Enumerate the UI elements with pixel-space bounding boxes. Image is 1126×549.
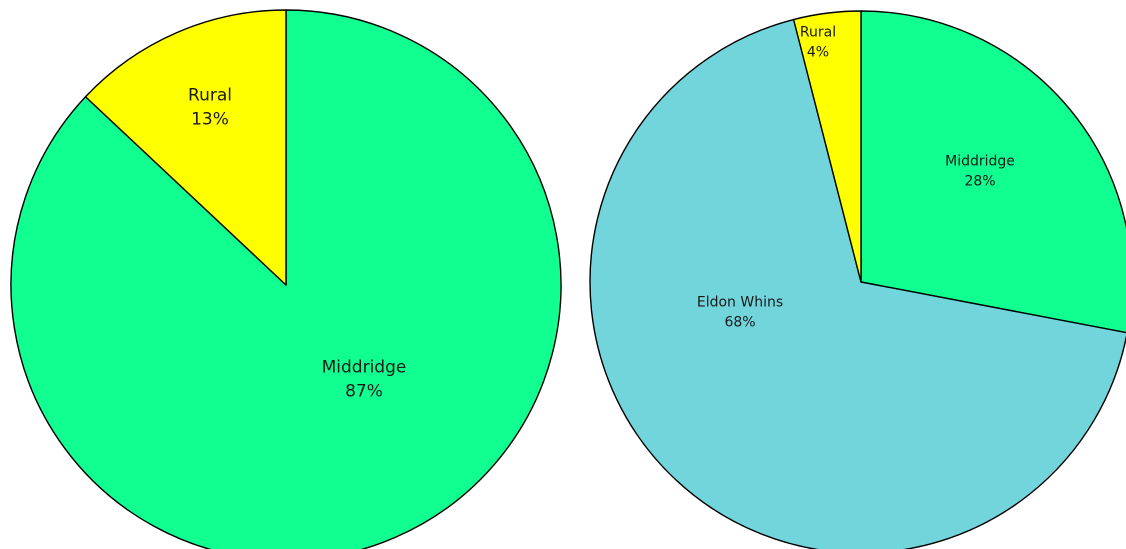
- pie-1-slice-eldon-whins: [589, 18, 1126, 549]
- pie-1-value-label-rural: 4%: [807, 44, 829, 60]
- pie-1-slice-rural: [792, 10, 862, 283]
- pie-1-label-middridge: Middridge: [945, 154, 1015, 170]
- pie-1-value-label-middridge: 28%: [964, 173, 995, 189]
- pie-0-slice-rural: [84, 9, 287, 286]
- pie-chart-right: Middridge 28% Eldon Whins 68% Rural 4%: [589, 10, 1126, 549]
- pie-1-value-label-eldon-whins: 68%: [724, 314, 755, 330]
- pie-0-label-middridge: Middridge: [322, 358, 407, 378]
- pie-0-slice-middridge: [10, 9, 562, 549]
- pie-1-label-rural: Rural: [800, 25, 836, 41]
- pie-0-value-label-middridge: 87%: [345, 382, 383, 402]
- pie-1-slice-middridge: [860, 10, 1126, 334]
- pie-chart-left: Middridge 87% Rural 13%: [10, 9, 562, 549]
- pie-0-label-rural: Rural: [188, 86, 232, 106]
- pie-1-label-eldon-whins: Eldon Whins: [697, 295, 783, 311]
- pie-0-value-label-rural: 13%: [191, 110, 229, 130]
